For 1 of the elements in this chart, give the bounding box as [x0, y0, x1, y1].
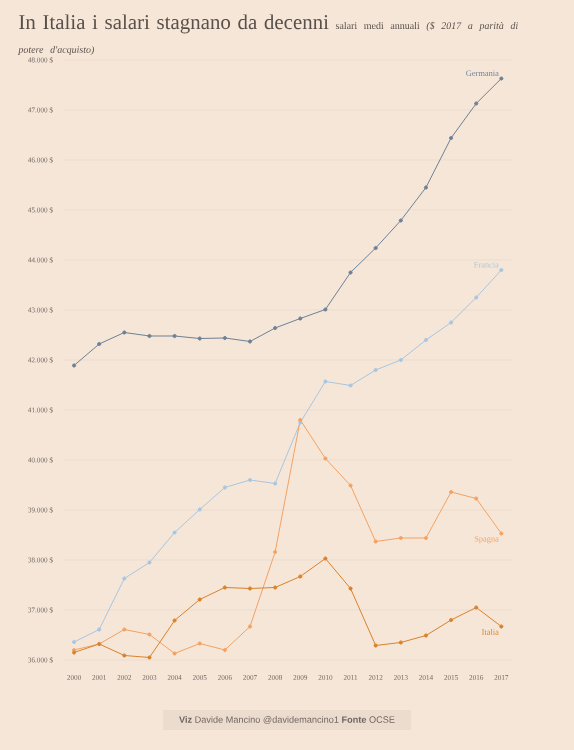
chart-title: In Italia i salari stagnano da decenni	[19, 14, 329, 34]
